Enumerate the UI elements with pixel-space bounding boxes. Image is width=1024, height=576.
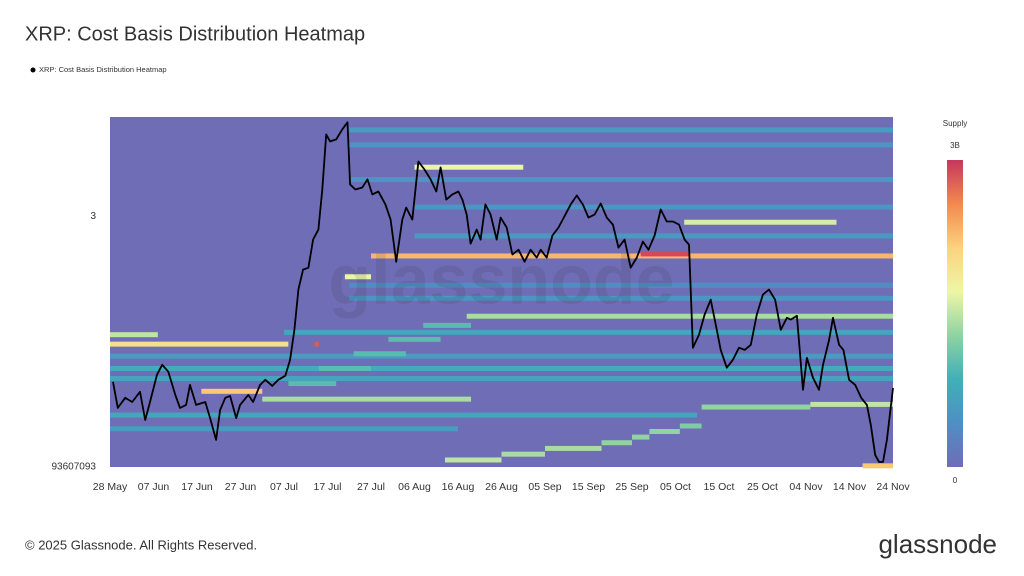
x-tick-label: 25 Oct [747,481,778,493]
heat-band [201,388,263,394]
colorbar-tick-label: 3B [950,141,960,150]
heat-band [423,322,472,328]
x-tick-label: 26 Aug [485,481,518,493]
x-tick-label: 17 Jul [313,481,341,493]
x-tick-label: 06 Aug [398,481,431,493]
heat-band [262,396,472,402]
heat-band [640,251,689,257]
heat-band [601,440,632,446]
x-tick-label: 25 Sep [615,481,648,493]
heat-band [110,426,458,432]
heat-band [684,219,837,225]
heat-band [314,341,319,347]
heat-band [318,365,371,371]
heat-band [862,463,893,469]
heat-band [349,295,893,301]
x-tick-label: 27 Jun [225,481,257,493]
heat-band [349,127,893,133]
x-tick-label: 16 Aug [442,481,475,493]
heat-band [284,329,893,335]
heat-band [649,429,680,435]
price-line [112,121,894,463]
x-tick-label: 05 Oct [660,481,691,493]
heat-band [349,282,893,288]
heat-band [545,445,602,451]
x-tick-label: 15 Oct [704,481,735,493]
footer: © 2025 Glassnode. All Rights Reserved. [25,537,257,552]
colorbar [947,160,963,467]
x-tick-label: 28 May [93,481,128,493]
brand: glassnode [878,529,997,559]
x-tick-label: 07 Jul [270,481,298,493]
heat-band [632,434,650,440]
x-tick-label: 15 Sep [572,481,605,493]
legend-dot [30,67,36,73]
heat-band [353,351,406,357]
heat-band [288,381,337,387]
x-tick-label: 05 Sep [528,481,561,493]
heat-band [414,164,524,170]
x-tick-label: 17 Jun [181,481,213,493]
heat-band [110,365,893,371]
x-tick-label: 07 Jun [138,481,170,493]
x-tick-label: 14 Nov [833,481,867,493]
heat-band [110,412,698,418]
heat-band [349,142,893,148]
x-tick-label: 27 Jul [357,481,385,493]
x-tick-label: 04 Nov [789,481,823,493]
heat-band [110,353,893,359]
y-tick-label: 3 [90,211,96,222]
heat-band [444,457,502,463]
colorbar-tick-label: 0 [953,476,958,485]
heat-band [110,341,289,347]
heat-band [501,451,545,457]
heat-band [679,423,702,429]
watermark: glassnode [328,240,674,318]
heat-band [466,313,893,319]
heat-band [371,253,893,259]
colorbar-title: Supply [943,119,967,128]
y-tick-label: 93607093 [52,462,97,473]
heat-band [344,274,371,280]
heat-band [110,376,893,382]
heat-band [810,401,893,407]
heat-band [349,177,893,183]
chart-title: XRP: Cost Basis Distribution Heatmap [25,23,365,45]
heat-band [701,404,811,410]
heat-band [414,204,893,210]
heat-band [110,332,158,338]
x-tick-label: 24 Nov [876,481,910,493]
legend-label: XRP: Cost Basis Distribution Heatmap [39,65,167,74]
heat-band [388,336,441,342]
